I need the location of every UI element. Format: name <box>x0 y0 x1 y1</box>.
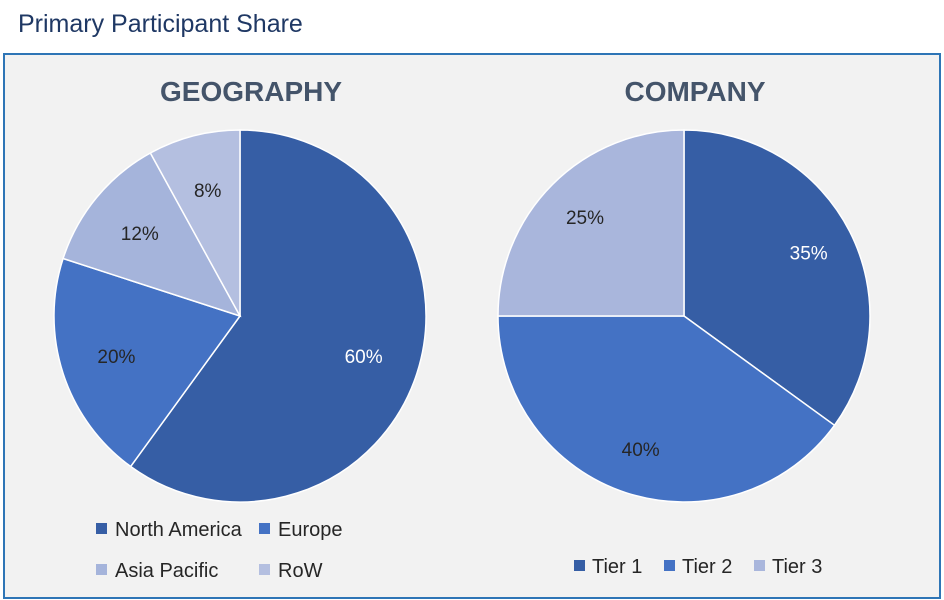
company-data-label-tier-1: 35% <box>790 243 828 264</box>
legend-label-row: RoW <box>278 560 323 582</box>
legend-swatch-row <box>259 564 270 575</box>
legend-label-tier-1: Tier 1 <box>592 556 642 578</box>
legend-label-north-america: North America <box>115 519 243 541</box>
company-pie <box>497 129 871 503</box>
legend-swatch-north-america <box>96 523 107 534</box>
geography-legend: North America Europe Asia Pacific RoW <box>96 519 343 582</box>
company-chart: COMPANY 35% 40% 25% Tier 1 Tier 2 Tier 3 <box>497 76 871 578</box>
geography-data-label-asia-pacific: 12% <box>121 224 159 245</box>
company-data-label-tier-3: 25% <box>566 208 604 229</box>
geography-slice-row <box>149 129 241 317</box>
company-chart-title: COMPANY <box>624 76 765 107</box>
company-data-label-tier-2: 40% <box>622 440 660 461</box>
geography-pie <box>53 129 427 503</box>
legend-swatch-asia-pacific <box>96 564 107 575</box>
legend-label-europe: Europe <box>278 519 343 541</box>
geography-data-label-row: 8% <box>194 181 222 202</box>
legend-item-asia-pacific: Asia Pacific <box>96 560 218 582</box>
legend-item-row: RoW <box>259 560 323 582</box>
legend-swatch-tier-3 <box>754 560 765 571</box>
legend-swatch-tier-2 <box>664 560 675 571</box>
geography-data-label-europe: 20% <box>97 347 135 368</box>
geography-chart-title: GEOGRAPHY <box>160 76 342 107</box>
company-legend: Tier 1 Tier 2 Tier 3 <box>574 556 822 578</box>
legend-swatch-tier-1 <box>574 560 585 571</box>
geography-slice-asia-pacific <box>62 151 242 318</box>
company-slice-tier-2 <box>497 315 836 503</box>
legend-swatch-europe <box>259 523 270 534</box>
geography-data-labels: 60% 20% 12% 8% <box>97 181 382 368</box>
legend-item-tier-1: Tier 1 <box>574 556 642 578</box>
geography-slice-north-america <box>129 129 427 503</box>
legend-label-tier-3: Tier 3 <box>772 556 822 578</box>
legend-item-tier-3: Tier 3 <box>754 556 822 578</box>
company-slice-tier-3 <box>497 129 685 317</box>
geography-slice-europe <box>53 257 242 468</box>
company-data-labels: 35% 40% 25% <box>566 208 828 461</box>
legend-label-asia-pacific: Asia Pacific <box>115 560 218 582</box>
legend-item-europe: Europe <box>259 519 343 541</box>
legend-item-tier-2: Tier 2 <box>664 556 732 578</box>
legend-item-north-america: North America <box>96 519 243 541</box>
geography-data-label-north-america: 60% <box>345 347 383 368</box>
geography-chart: GEOGRAPHY 60% 20% 12% 8% North America Euro… <box>53 76 427 582</box>
legend-label-tier-2: Tier 2 <box>682 556 732 578</box>
page-title: Primary Participant Share <box>18 10 303 38</box>
company-slice-tier-1 <box>683 129 871 427</box>
